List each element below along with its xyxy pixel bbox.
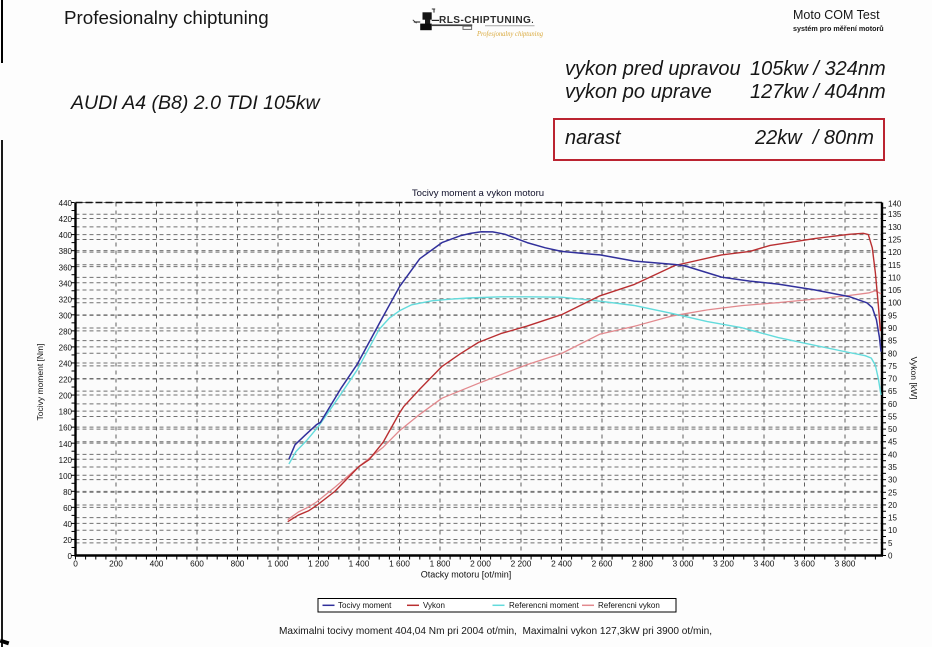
svg-text:0: 0 [68,552,73,561]
svg-text:25: 25 [888,488,897,497]
svg-text:Tocivy moment: Tocivy moment [338,601,392,610]
svg-text:800: 800 [231,559,245,569]
svg-text:95: 95 [888,311,897,320]
svg-text:340: 340 [59,279,73,288]
svg-text:100: 100 [888,299,902,308]
svg-text:3 200: 3 200 [713,559,734,569]
svg-text:Referencni vykon: Referencni vykon [598,601,660,610]
svg-text:110: 110 [888,273,901,282]
svg-text:240: 240 [59,360,73,369]
svg-text:2 200: 2 200 [511,559,532,569]
svg-text:180: 180 [59,408,73,417]
svg-text:200: 200 [59,392,73,401]
svg-text:160: 160 [59,424,73,433]
svg-text:1 400: 1 400 [349,559,370,569]
svg-text:1 600: 1 600 [389,559,410,569]
svg-text:50: 50 [888,425,897,434]
svg-text:Tocivy moment [Nm]: Tocivy moment [Nm] [35,344,45,421]
svg-text:125: 125 [888,236,902,245]
svg-text:20: 20 [63,536,72,545]
svg-text:3 600: 3 600 [794,559,815,569]
svg-text:600: 600 [190,559,204,569]
svg-text:10: 10 [888,526,897,535]
svg-text:100: 100 [59,472,73,481]
svg-text:40: 40 [888,450,897,459]
svg-text:120: 120 [888,248,902,257]
svg-text:2 400: 2 400 [551,559,572,569]
svg-text:280: 280 [59,328,73,337]
svg-text:130: 130 [888,223,902,232]
svg-text:80: 80 [888,349,897,358]
svg-text:300: 300 [59,311,73,320]
svg-text:Vykon: Vykon [423,601,445,610]
svg-text:80: 80 [63,488,72,497]
svg-text:Vykon [kW]: Vykon [kW] [909,357,919,400]
svg-text:420: 420 [59,215,73,224]
svg-text:120: 120 [59,456,73,465]
svg-text:220: 220 [59,376,73,385]
svg-text:140: 140 [888,199,902,208]
svg-text:105: 105 [888,286,902,295]
svg-text:0: 0 [888,552,893,561]
svg-text:200: 200 [109,559,123,569]
svg-text:2 800: 2 800 [632,559,653,569]
svg-text:1 200: 1 200 [308,559,329,569]
svg-text:3 000: 3 000 [673,559,694,569]
svg-text:Tocivy moment a vykon motoru: Tocivy moment a vykon motoru [412,188,544,199]
svg-text:35: 35 [888,463,897,472]
svg-text:85: 85 [888,337,897,346]
svg-text:2 600: 2 600 [592,559,613,569]
svg-text:55: 55 [888,413,897,422]
svg-text:320: 320 [59,295,73,304]
svg-text:5: 5 [888,539,893,548]
svg-text:135: 135 [888,210,902,219]
svg-text:45: 45 [888,438,897,447]
svg-text:Otacky motoru [ot/min]: Otacky motoru [ot/min] [421,570,512,580]
svg-text:Referencni moment: Referencni moment [509,601,580,610]
svg-text:90: 90 [888,324,897,333]
svg-text:1 800: 1 800 [430,559,451,569]
svg-text:0: 0 [73,559,78,569]
svg-text:380: 380 [59,247,73,256]
svg-text:260: 260 [59,344,73,353]
svg-text:3 400: 3 400 [754,559,775,569]
svg-text:400: 400 [59,231,73,240]
svg-text:65: 65 [888,387,897,396]
svg-text:140: 140 [59,440,73,449]
svg-text:70: 70 [888,375,897,384]
svg-text:3 800: 3 800 [835,559,856,569]
svg-text:20: 20 [888,501,897,510]
svg-text:360: 360 [59,263,73,272]
svg-text:400: 400 [150,559,164,569]
svg-text:75: 75 [888,362,897,371]
svg-text:440: 440 [59,199,73,208]
svg-text:15: 15 [888,514,897,523]
svg-text:60: 60 [63,504,72,513]
svg-text:60: 60 [888,400,897,409]
svg-text:1 000: 1 000 [268,559,289,569]
svg-text:2 000: 2 000 [470,559,491,569]
svg-text:30: 30 [888,476,897,485]
svg-text:40: 40 [63,520,72,529]
svg-text:115: 115 [888,261,901,270]
